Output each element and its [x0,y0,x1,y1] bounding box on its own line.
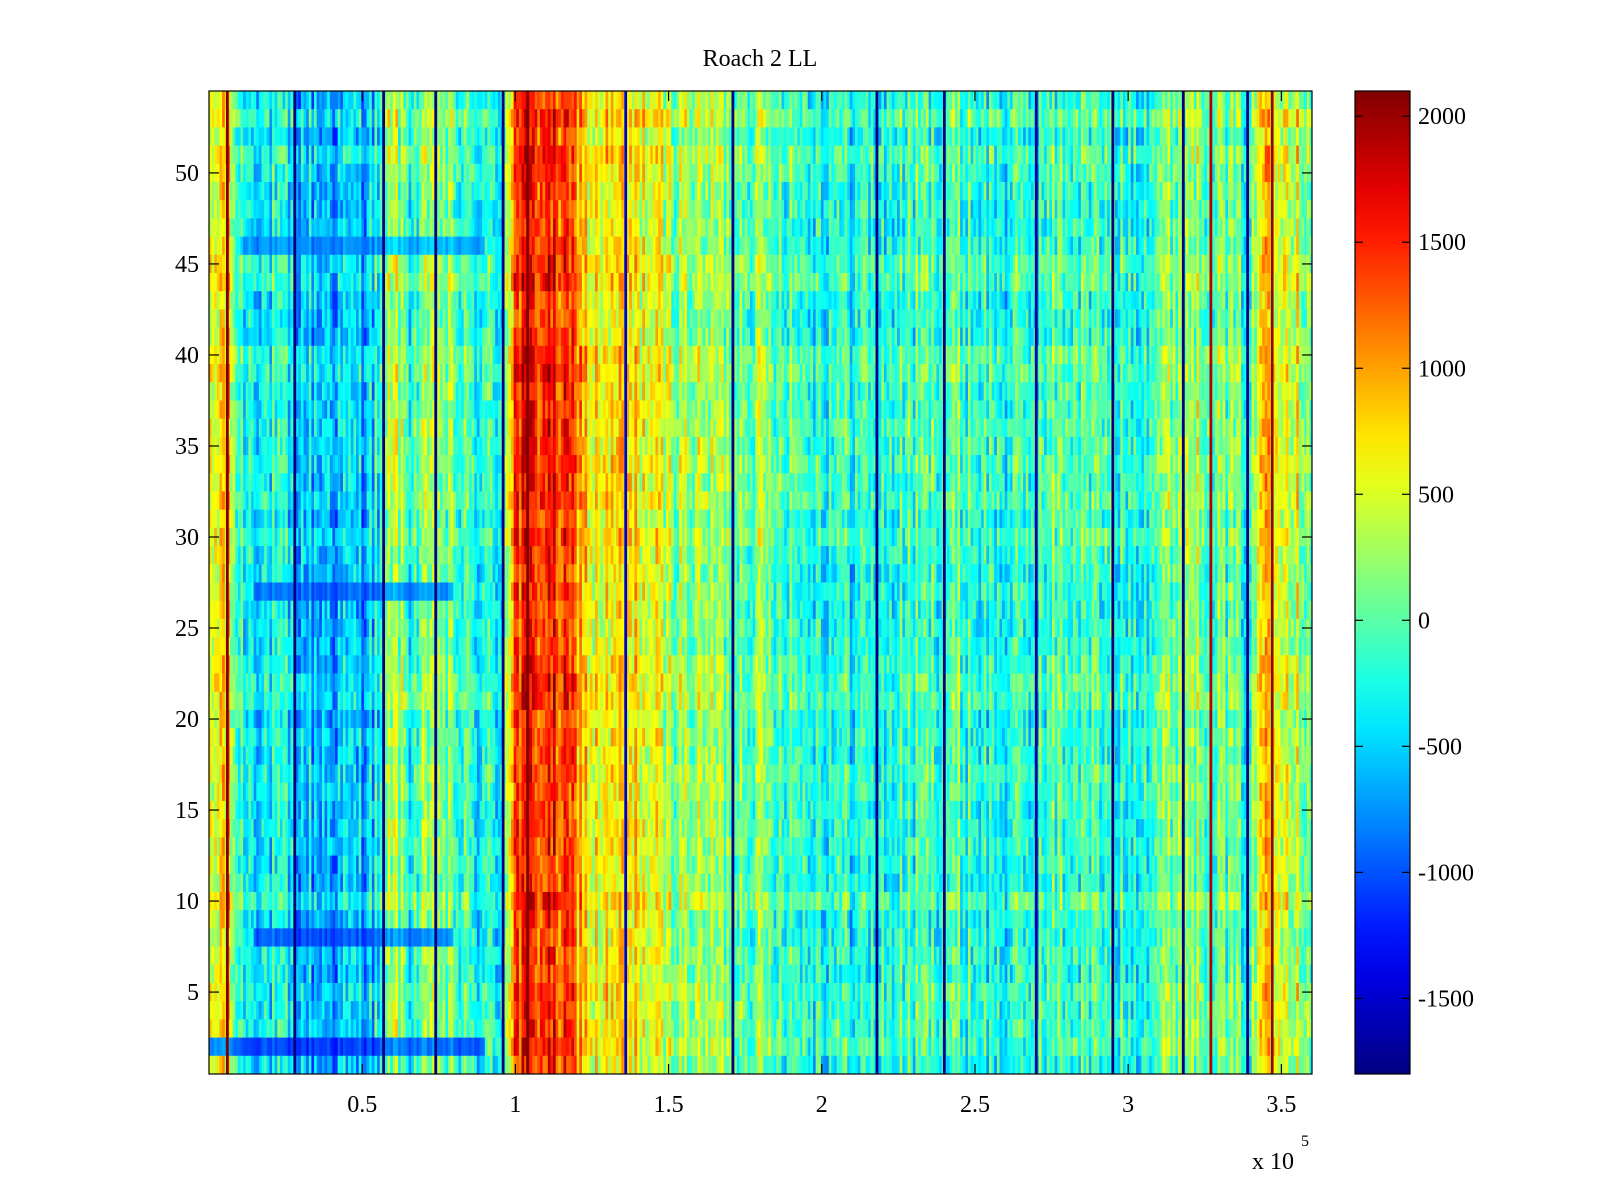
chart-title: Roach 2 LL [703,46,818,72]
heatmap-cells [209,91,1313,1075]
heatmap-figure: Roach 2 LL 0.5 1 1.5 2 2.5 3 3.5 5101520253035… [0,0,1600,1200]
